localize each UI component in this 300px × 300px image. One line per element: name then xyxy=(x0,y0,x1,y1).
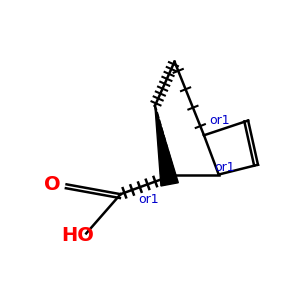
Text: O: O xyxy=(44,175,61,194)
Text: or1: or1 xyxy=(209,114,230,127)
Polygon shape xyxy=(155,106,178,186)
Text: or1: or1 xyxy=(214,161,234,174)
Text: or1: or1 xyxy=(138,193,159,206)
Text: HO: HO xyxy=(62,226,94,245)
